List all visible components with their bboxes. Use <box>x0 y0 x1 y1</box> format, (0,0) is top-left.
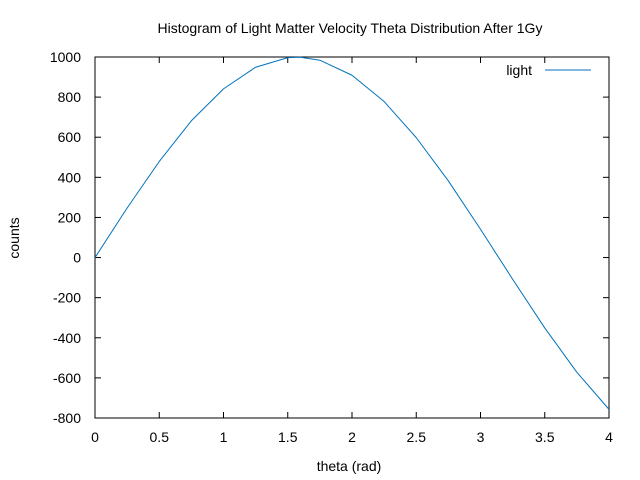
chart-title: Histogram of Light Matter Velocity Theta… <box>158 20 543 36</box>
x-tick-label: 0 <box>91 429 99 445</box>
y-tick-label: 200 <box>58 209 82 225</box>
y-tick-label: 0 <box>73 250 81 266</box>
x-tick-label: 2.5 <box>407 429 427 445</box>
legend-label-light: light <box>506 62 532 78</box>
y-tick-label: -600 <box>53 370 81 386</box>
y-tick-label: 400 <box>58 169 82 185</box>
series-line-light <box>94 56 610 410</box>
y-axis-ticks: -800 -600 -400 -200 0 200 400 600 800 1000 <box>50 49 609 426</box>
plot-frame <box>94 56 610 419</box>
x-tick-label: 0.5 <box>150 429 170 445</box>
x-tick-label: 1.5 <box>278 429 298 445</box>
y-tick-label: -800 <box>53 410 81 426</box>
x-axis-label: theta (rad) <box>317 458 382 474</box>
series-group <box>94 56 610 410</box>
legend: light <box>506 62 591 78</box>
y-tick-label: 1000 <box>50 49 81 65</box>
x-axis-ticks: 0 0.5 1 1.5 2 2.5 3 3.5 4 <box>91 57 613 445</box>
y-tick-label: 600 <box>58 129 82 145</box>
x-tick-label: 1 <box>220 429 228 445</box>
x-tick-label: 2 <box>348 429 356 445</box>
y-tick-label: -200 <box>53 290 81 306</box>
x-tick-label: 4 <box>605 429 613 445</box>
y-axis-label: counts <box>6 217 22 258</box>
x-tick-label: 3.5 <box>535 429 555 445</box>
y-tick-label: 800 <box>58 89 82 105</box>
y-tick-label: -400 <box>53 330 81 346</box>
x-tick-label: 3 <box>477 429 485 445</box>
